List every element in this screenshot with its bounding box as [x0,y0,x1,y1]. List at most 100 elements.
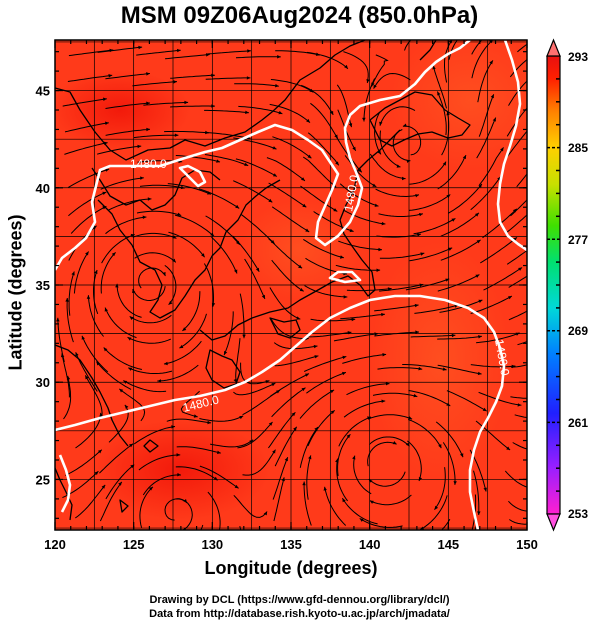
streamline [101,234,135,264]
streamline-arrow [431,18,435,22]
streamline [510,364,527,368]
streamline [343,51,369,84]
streamline-arrow [177,48,181,53]
streamline [129,314,172,324]
streamline-arrow [417,233,421,237]
streamline-arrow [245,110,249,114]
streamline-arrow [492,117,496,122]
streamline-arrow [374,332,379,336]
streamline [176,446,221,454]
streamline-arrow [162,271,166,276]
axis-ticks [54,40,528,530]
streamline [478,147,504,186]
streamline-arrow [272,173,277,177]
streamline [269,103,311,123]
streamline [234,83,279,87]
streamline [203,263,214,307]
streamline [66,297,74,343]
streamline-arrow [506,446,511,450]
map-title: MSM 09Z06Aug2024 (850.0hPa) [120,2,479,29]
streamline [96,145,142,155]
streamline [405,278,450,291]
streamline-arrow [351,317,356,322]
y-tick-label: 30 [36,375,50,390]
streamline [223,311,234,356]
streamline [133,134,179,139]
streamline [300,84,334,116]
streamline [199,465,239,489]
streamline [97,46,143,53]
colorbar: 293 285 277 269 261 253 [546,38,588,532]
y-tick-label: 45 [36,84,50,99]
streamline-arrow [358,168,362,173]
streamline-arrow [111,252,116,257]
streamline-arrow [306,118,310,123]
streamline-arrow [298,264,303,269]
streamline [235,338,241,383]
streamline [299,389,335,419]
streamline [310,318,356,322]
streamline-arrow [184,100,189,105]
streamline-arrow [445,278,450,282]
streamline [402,125,422,156]
streamline-arrow [308,455,312,460]
streamline-arrow [132,289,136,294]
streamline [303,238,345,259]
streamline-arrow [103,97,107,101]
streamline-arrow [234,484,239,489]
streamline [87,295,104,337]
streamline-arrow [533,72,537,76]
streamline [300,185,338,212]
streamline-arrow [129,443,134,448]
streamline-arrow [451,333,456,338]
streamline-arrow [542,263,546,267]
streamline-arrow [489,40,493,44]
streamline-arrow [349,228,354,233]
streamline [70,205,107,234]
streamline [210,439,254,448]
colorbar-label-269: 269 [568,324,588,338]
streamline-arrow [301,177,305,181]
streamline-arrow [314,427,318,431]
streamline-arrow [418,366,423,371]
streamline-arrow [85,251,89,256]
streamline [103,347,143,370]
streamline-arrow [60,353,65,358]
streamline [244,258,266,300]
streamline-arrow [236,240,240,245]
streamline-arrow [103,347,108,352]
streamline-arrow [382,353,387,357]
x-tick-label: 135 [280,537,302,552]
streamline-arrow [213,476,218,481]
streamline-arrow [128,367,133,371]
streamline-arrow [381,312,385,317]
streamline-arrow [172,258,176,263]
streamline-arrow [342,355,347,360]
streamline-arrow [418,213,423,217]
streamline [374,304,419,312]
streamline [139,486,154,528]
streamline [368,471,406,487]
streamline [105,464,135,500]
streamline [274,426,298,467]
streamline [270,318,309,340]
streamline-arrow [171,425,175,429]
streamline-arrow [183,499,187,503]
streamline [440,212,480,237]
streamline [369,153,406,180]
streamline-arrow [405,442,410,447]
streamline [346,288,392,292]
streamline-arrow [105,121,109,125]
streamline [84,375,103,417]
streamline-arrow [352,455,356,460]
streamline [233,494,268,518]
x-tick-label: 150 [516,537,538,552]
streamline-arrow [359,518,364,522]
streamline-arrow [247,49,251,53]
streamline-arrow [475,274,480,278]
streamline [267,411,296,449]
streamline [342,209,386,225]
streamline [413,217,456,235]
streamline-arrow [313,344,318,349]
streamline-arrow [490,94,494,99]
